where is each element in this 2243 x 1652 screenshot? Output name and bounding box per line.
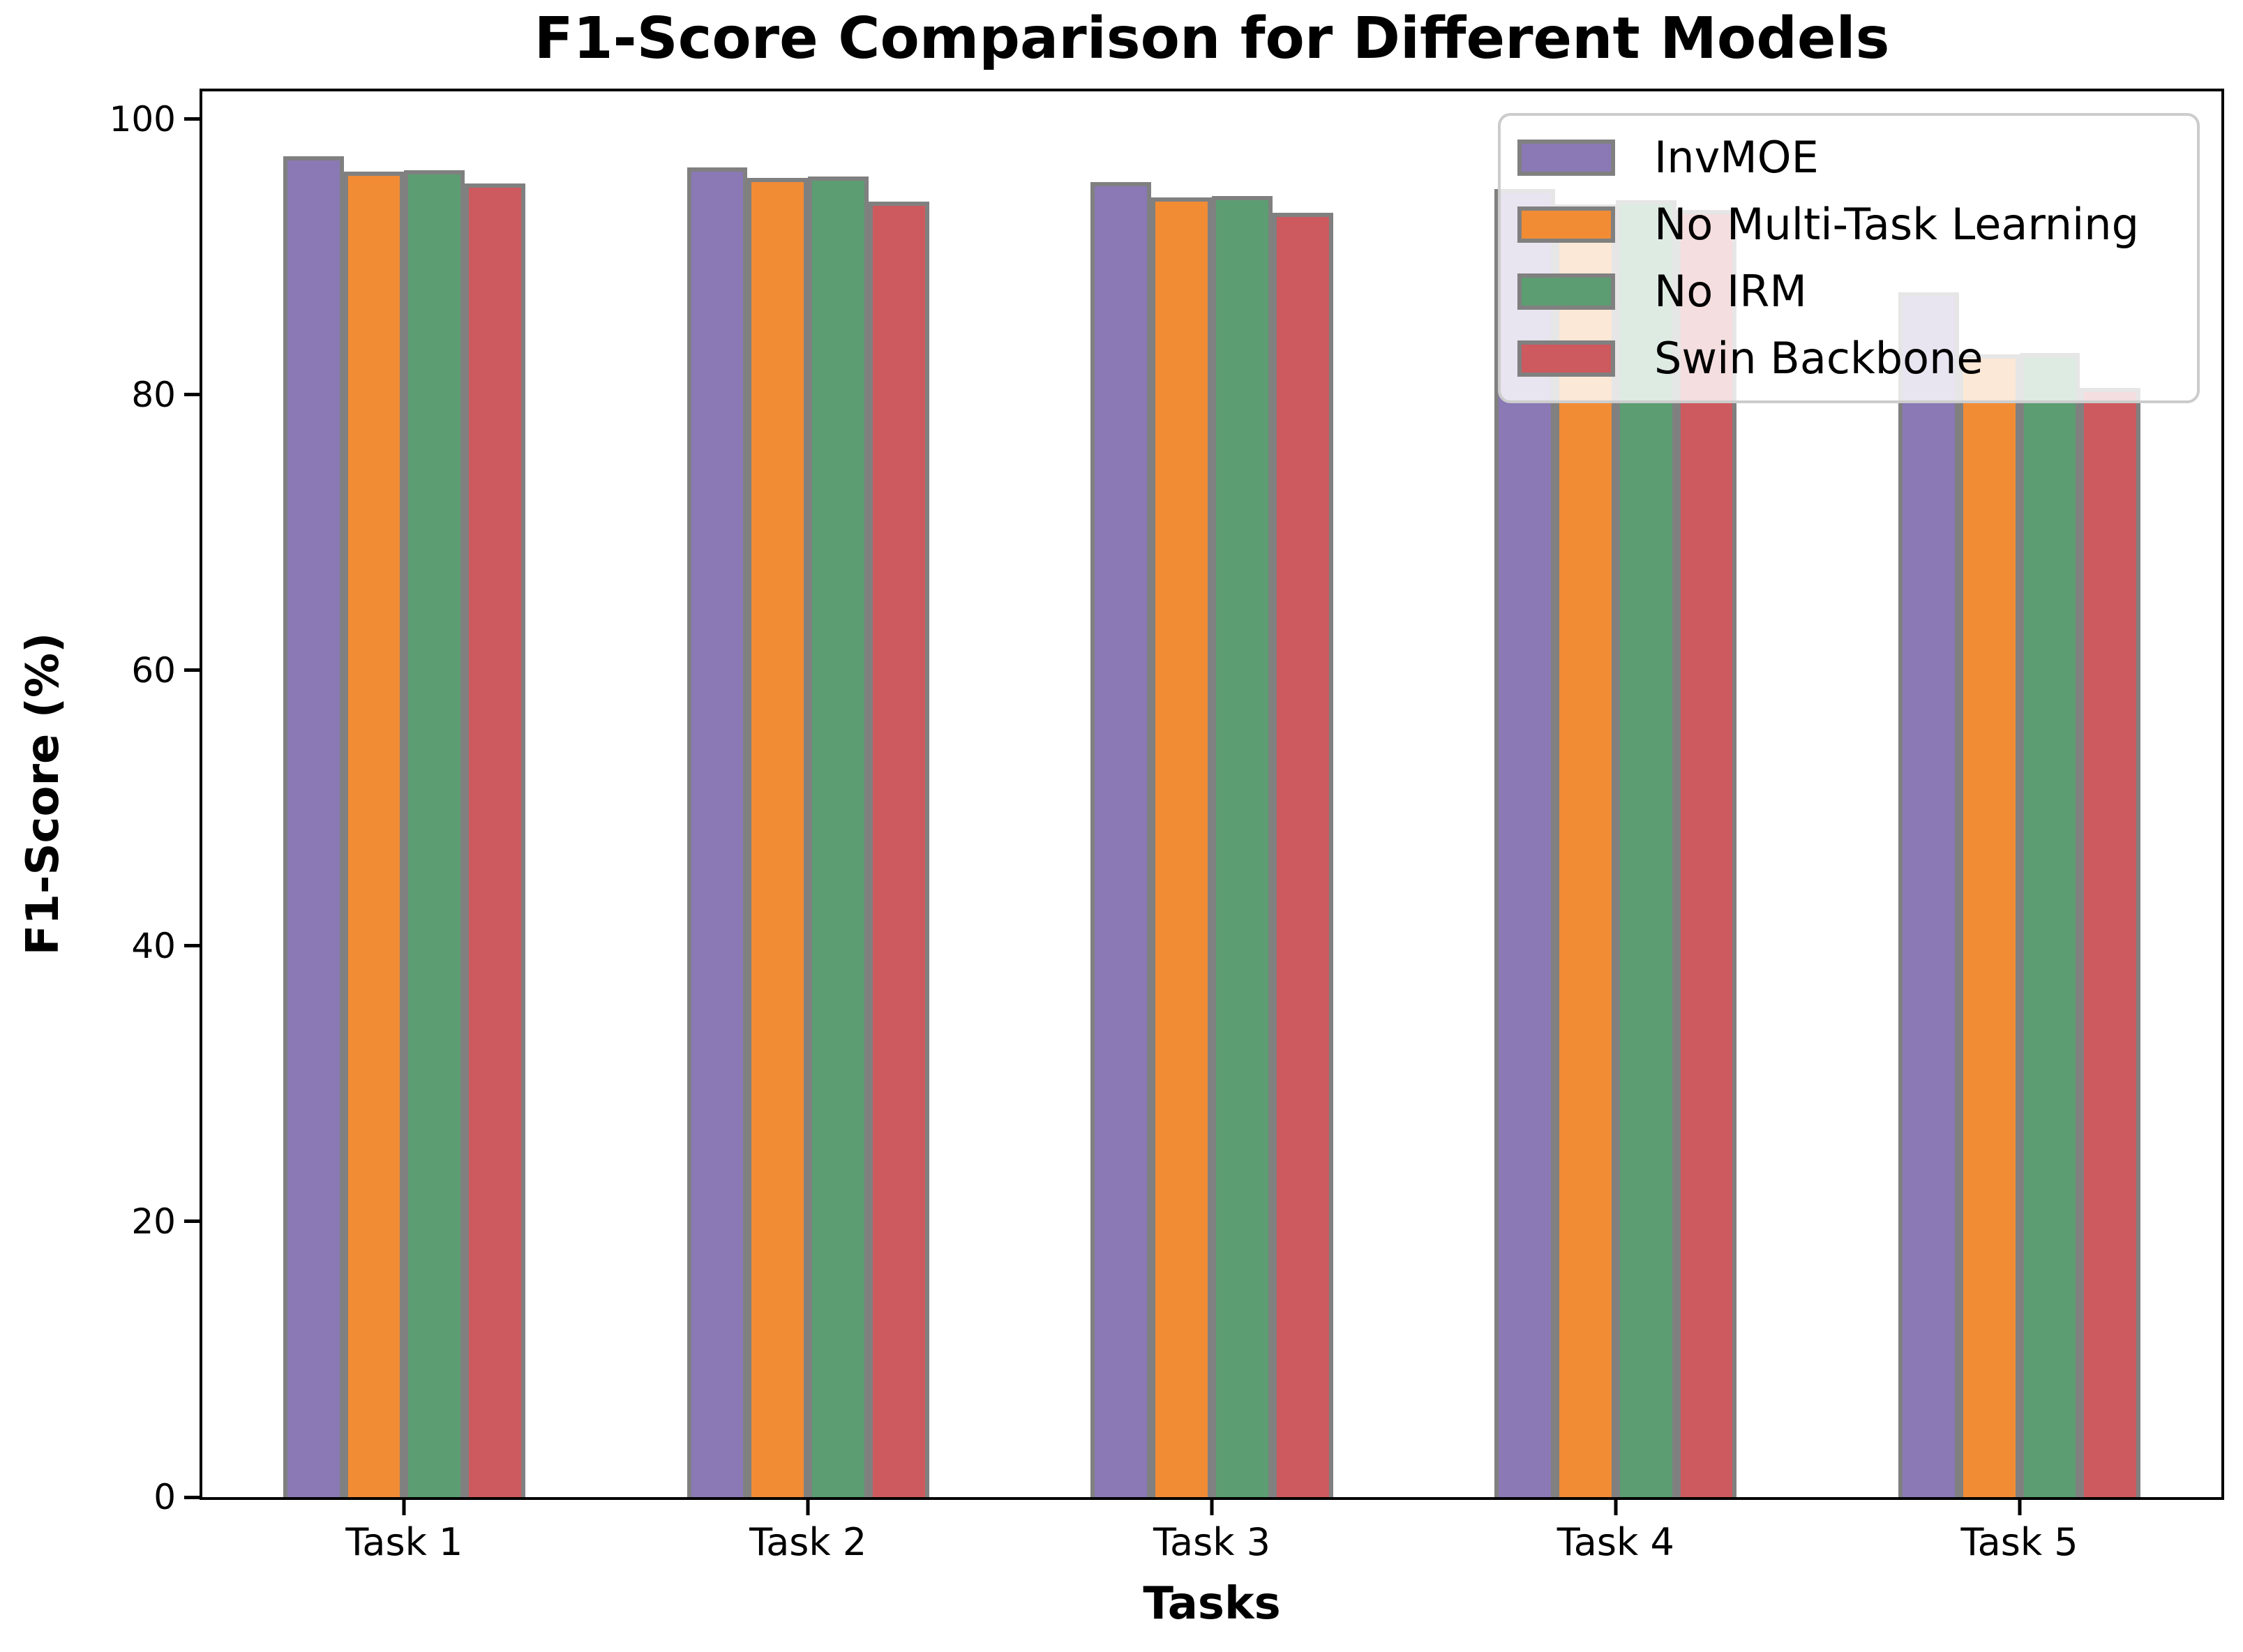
x-tick-label-task-3: Task 3 bbox=[1153, 1520, 1271, 1564]
x-axis-label: Tasks bbox=[1143, 1578, 1281, 1630]
legend-item-invmoe: InvMOE bbox=[1517, 136, 2183, 179]
y-tick-mark bbox=[184, 1495, 200, 1499]
bar-no-multi-task-learning-task-4 bbox=[1554, 204, 1616, 1497]
bar-no-irm-task-5 bbox=[2019, 353, 2080, 1497]
chart-title: F1-Score Comparison for Different Models bbox=[534, 6, 1890, 72]
legend-swatch-no-irm-icon bbox=[1517, 273, 1615, 310]
x-tick-label-task-1: Task 1 bbox=[345, 1520, 463, 1564]
x-tick-mark bbox=[1210, 1500, 1214, 1515]
legend: InvMOE No Multi-Task Learning No IRM Swin B… bbox=[1498, 113, 2200, 403]
y-tick-mark bbox=[184, 668, 200, 673]
x-tick-label-task-4: Task 4 bbox=[1556, 1520, 1674, 1564]
legend-label-no-irm: No IRM bbox=[1654, 266, 1807, 317]
legend-item-no-irm: No IRM bbox=[1517, 270, 2183, 313]
legend-item-swin-backbone: Swin Backbone bbox=[1517, 337, 2183, 380]
bar-no-irm-task-2 bbox=[808, 177, 869, 1497]
y-tick-label: 0 bbox=[153, 1477, 176, 1517]
y-tick-label: 60 bbox=[131, 649, 176, 691]
x-tick-mark bbox=[402, 1500, 406, 1515]
y-tick-mark bbox=[184, 393, 200, 397]
bar-swin-backbone-task-2 bbox=[869, 202, 929, 1497]
legend-swatch-swin-backbone-icon bbox=[1517, 340, 1615, 377]
plot-area: InvMOE No Multi-Task Learning No IRM Swin B… bbox=[110, 89, 2224, 1561]
y-tick-mark bbox=[184, 1219, 200, 1224]
bar-swin-backbone-task-1 bbox=[465, 183, 526, 1497]
bar-no-multi-task-learning-task-2 bbox=[747, 178, 809, 1497]
bar-no-multi-task-learning-task-1 bbox=[343, 171, 405, 1497]
bar-swin-backbone-task-5 bbox=[2080, 387, 2141, 1497]
bar-swin-backbone-task-4 bbox=[1676, 209, 1737, 1497]
y-tick-mark bbox=[184, 117, 200, 121]
bar-invmoe-task-2 bbox=[687, 167, 748, 1497]
legend-label-swin-backbone: Swin Backbone bbox=[1654, 333, 1983, 384]
bar-no-multi-task-learning-task-3 bbox=[1151, 197, 1212, 1497]
y-tick-label: 40 bbox=[131, 925, 176, 966]
bar-invmoe-task-1 bbox=[283, 156, 344, 1497]
bar-no-irm-task-3 bbox=[1212, 196, 1273, 1497]
legend-swatch-no-multi-task-learning-icon bbox=[1517, 206, 1615, 243]
legend-swatch-invmoe-icon bbox=[1517, 140, 1615, 176]
legend-item-no-multi-task-learning: No Multi-Task Learning bbox=[1517, 203, 2183, 246]
y-tick-label: 80 bbox=[131, 374, 176, 415]
bar-invmoe-task-3 bbox=[1090, 182, 1152, 1497]
y-tick-label: 100 bbox=[109, 98, 176, 140]
legend-label-invmoe: InvMOE bbox=[1654, 132, 1819, 183]
bar-invmoe-task-5 bbox=[1898, 292, 1959, 1497]
bar-swin-backbone-task-3 bbox=[1272, 212, 1333, 1497]
y-tick-label: 20 bbox=[131, 1201, 176, 1242]
bar-no-irm-task-1 bbox=[404, 170, 465, 1497]
x-tick-label-task-2: Task 2 bbox=[749, 1520, 867, 1564]
x-tick-mark bbox=[806, 1500, 810, 1515]
x-tick-mark bbox=[2018, 1500, 2022, 1515]
x-tick-label-task-5: Task 5 bbox=[1960, 1520, 2078, 1564]
legend-label-no-multi-task-learning: No Multi-Task Learning bbox=[1654, 199, 2139, 250]
y-axis-label: F1-Score (%) bbox=[17, 632, 69, 956]
bar-invmoe-task-4 bbox=[1494, 189, 1555, 1497]
y-tick-mark bbox=[184, 944, 200, 948]
x-tick-mark bbox=[1614, 1500, 1618, 1515]
bar-no-multi-task-learning-task-5 bbox=[1958, 354, 2020, 1497]
